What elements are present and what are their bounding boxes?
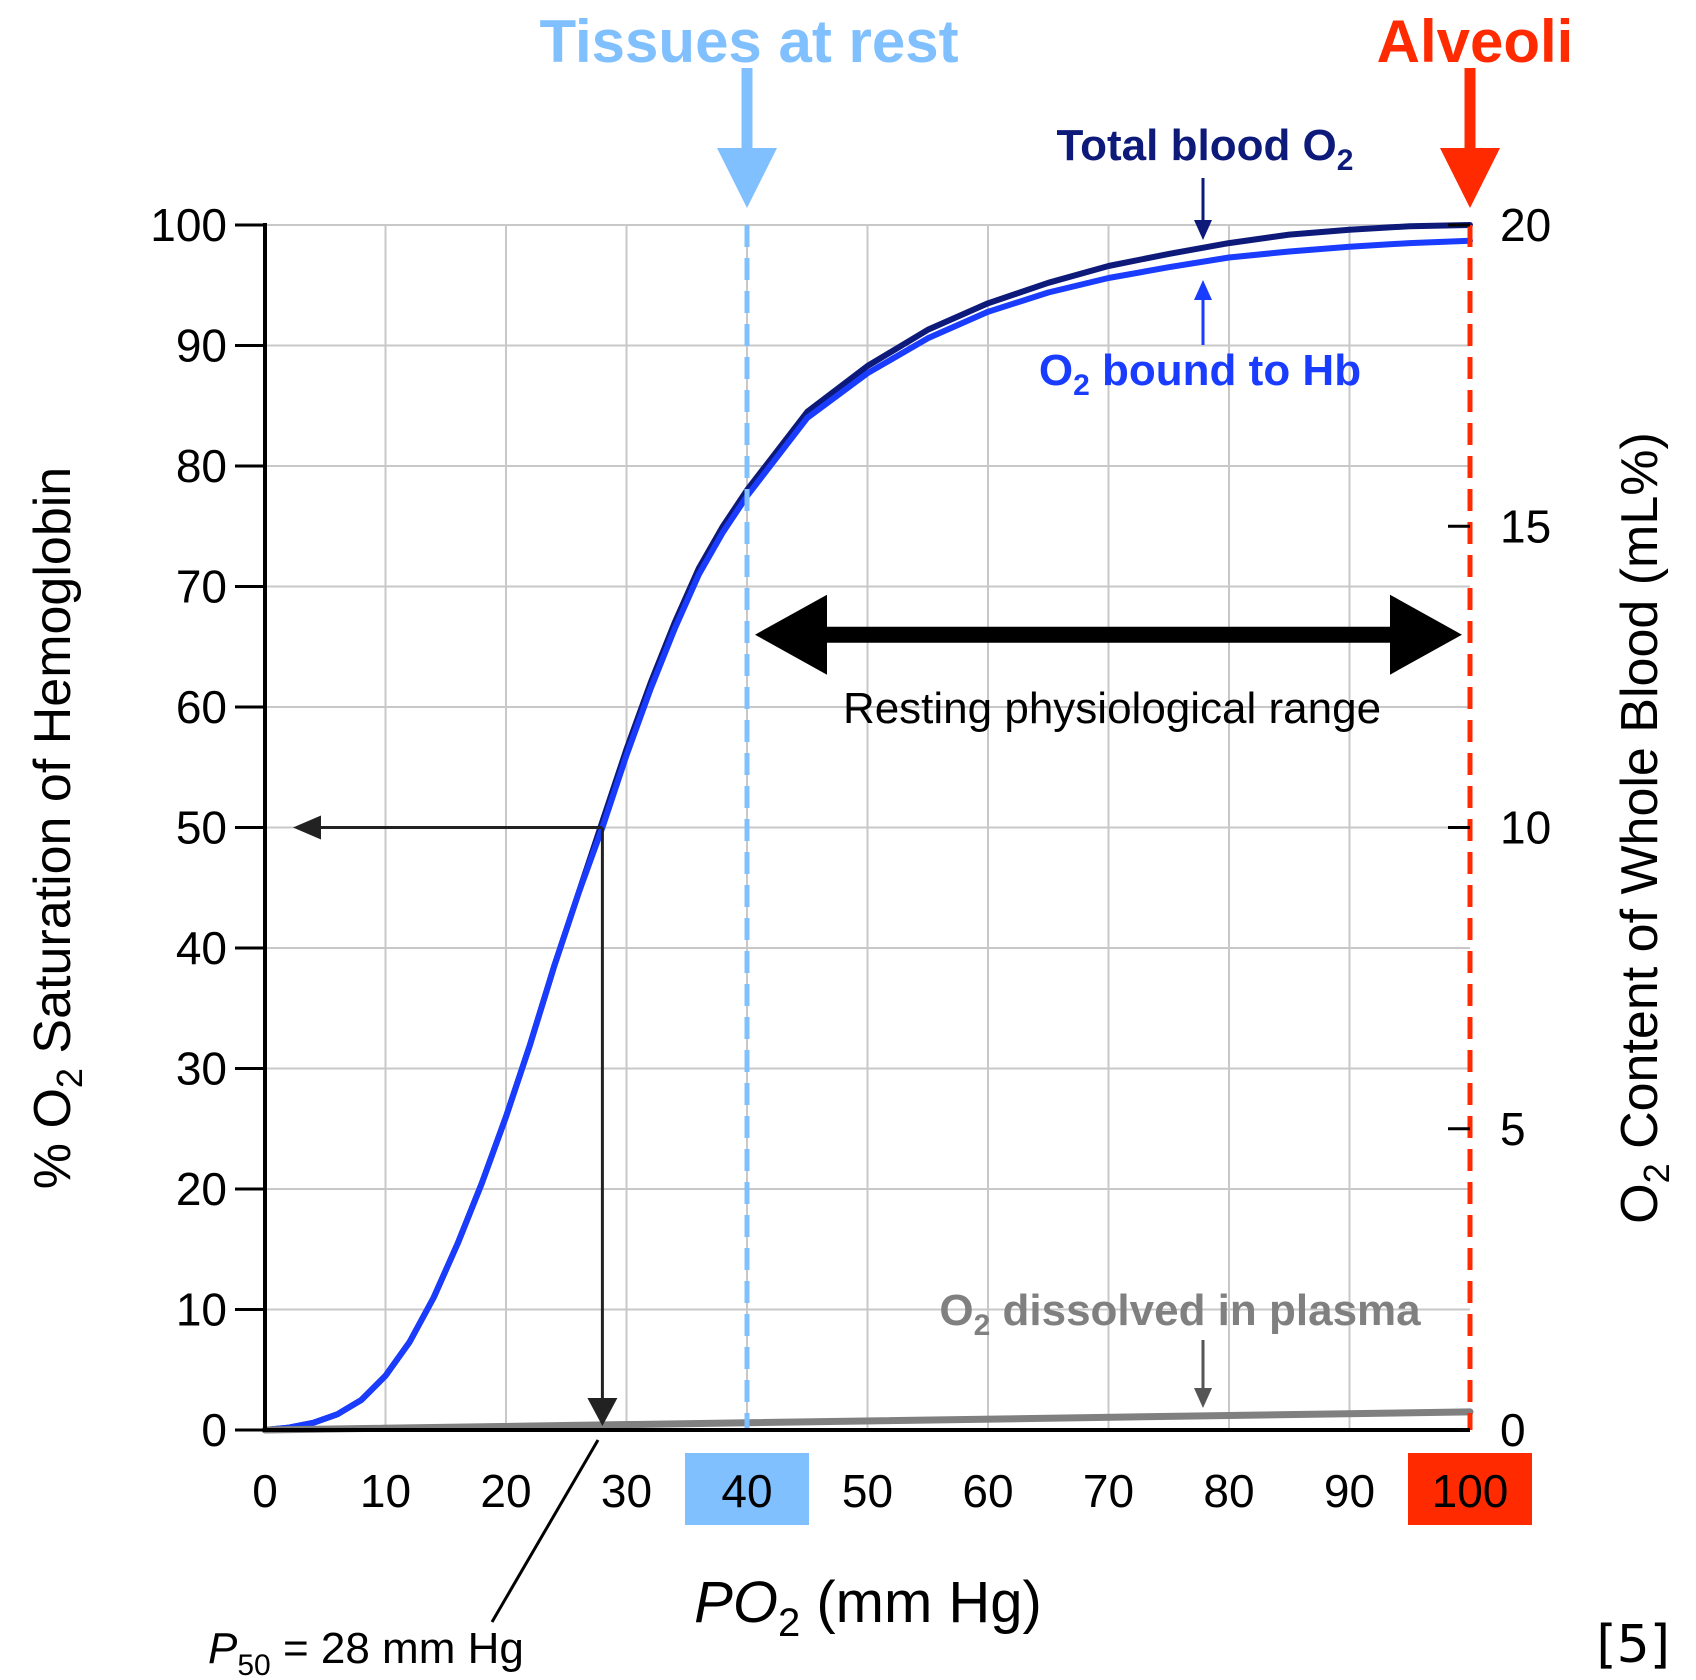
x-tick-label-40: 40 [721, 1465, 772, 1517]
resting-range-right-head [1390, 594, 1462, 675]
resting-range-label: Resting physiological range [843, 684, 1381, 733]
y-left-tick-label-20: 20 [176, 1163, 227, 1215]
y-left-tick-label-60: 60 [176, 681, 227, 733]
x-tick-label-20: 20 [480, 1465, 531, 1517]
pointer-total-blood-o2-icon-head [1194, 220, 1212, 240]
x-tick-label-60: 60 [962, 1465, 1013, 1517]
y-axis-right-title: O2 Content of Whole Blood (mL%) [1611, 432, 1677, 1224]
x-tick-label-10: 10 [360, 1465, 411, 1517]
y-axis-left-title: % O2 Saturation of Hemoglobin [24, 467, 90, 1189]
series-line-o2-dissolved-plasma [261, 1408, 1474, 1434]
tick-labels: 0 10 20 30 40 50 60 70 80 90 100 0 5 10 15 20 0 10 20 30 40 5… [150, 199, 1551, 1517]
tick-highlights [685, 1453, 1532, 1525]
tissues-label: Tissues at rest [539, 8, 958, 75]
tissues-arrow-icon [717, 68, 777, 208]
x-tick-label-50: 50 [842, 1465, 893, 1517]
y-left-tick-label-40: 40 [176, 922, 227, 974]
series-label-o2-dissolved-plasma: O2 dissolved in plasma [939, 1286, 1421, 1342]
pointer-o2-dissolved-icon-head [1194, 1388, 1212, 1408]
pointer-o2-bound-hb-icon [1194, 280, 1212, 345]
pointer-total-blood-o2-icon [1194, 178, 1212, 240]
y-left-tick-label-10: 10 [176, 1284, 227, 1336]
y-left-tick-label-80: 80 [176, 440, 227, 492]
p50-label: P50 = 28 mm Hg [208, 1624, 524, 1680]
y-left-tick-label-0: 0 [201, 1404, 227, 1456]
y-left-tick-label-70: 70 [176, 561, 227, 613]
x-tick-label-70: 70 [1083, 1465, 1134, 1517]
p50-guide [293, 815, 618, 1623]
axis-titles: PO2 (mm Hg) % O2 Saturation of Hemoglobin… [24, 432, 1677, 1675]
tissues-arrow-icon-head [717, 148, 777, 208]
alveoli-label: Alveoli [1377, 8, 1574, 75]
reference-label: [5] [1596, 1615, 1670, 1675]
y-right-tick-label-5: 5 [1500, 1103, 1526, 1155]
resting-range-left-head [755, 594, 827, 675]
x-tick-label-30: 30 [601, 1465, 652, 1517]
annotations: Tissues at rest Alveoli Total blood O2 O2 b… [208, 8, 1573, 1680]
series-label-o2-bound-hb: O2 bound to Hb [1039, 346, 1361, 402]
series-label-total-blood-o2: Total blood O2 [1057, 121, 1354, 177]
pointer-o2-bound-hb-icon-head [1194, 280, 1212, 300]
series-line-o2-bound-hb [262, 237, 1473, 1433]
p50-callout-line [490, 1439, 600, 1623]
x-tick-label-80: 80 [1203, 1465, 1254, 1517]
p50-down-arrowhead-icon [587, 1398, 618, 1426]
y-left-tick-label-30: 30 [176, 1043, 227, 1095]
y-left-tick-label-50: 50 [176, 802, 227, 854]
series-lines [261, 222, 1474, 1434]
x-axis-title: PO2 (mm Hg) [694, 1570, 1042, 1645]
x-tick-label-100: 100 [1432, 1465, 1509, 1517]
tick-highlight-100 [1408, 1453, 1532, 1525]
pointer-o2-dissolved-icon [1194, 1340, 1212, 1408]
p50-left-arrowhead-icon [293, 815, 321, 840]
axes [235, 223, 1470, 1432]
alveoli-arrow-icon [1440, 68, 1500, 208]
grid [265, 224, 1470, 1430]
alveoli-arrow-icon-head [1440, 148, 1500, 208]
resting-range-arrow-icon [755, 594, 1462, 675]
y-right-tick-label-10: 10 [1500, 802, 1551, 854]
tick-highlight-40 [685, 1453, 809, 1525]
y-left-tick-label-100: 100 [150, 199, 227, 251]
x-tick-label-0: 0 [252, 1465, 278, 1517]
y-right-tick-label-20: 20 [1500, 199, 1551, 251]
y-right-tick-label-0: 0 [1500, 1404, 1526, 1456]
y-left-tick-label-90: 90 [176, 320, 227, 372]
x-tick-label-90: 90 [1324, 1465, 1375, 1517]
y-right-tick-label-15: 15 [1500, 500, 1551, 552]
